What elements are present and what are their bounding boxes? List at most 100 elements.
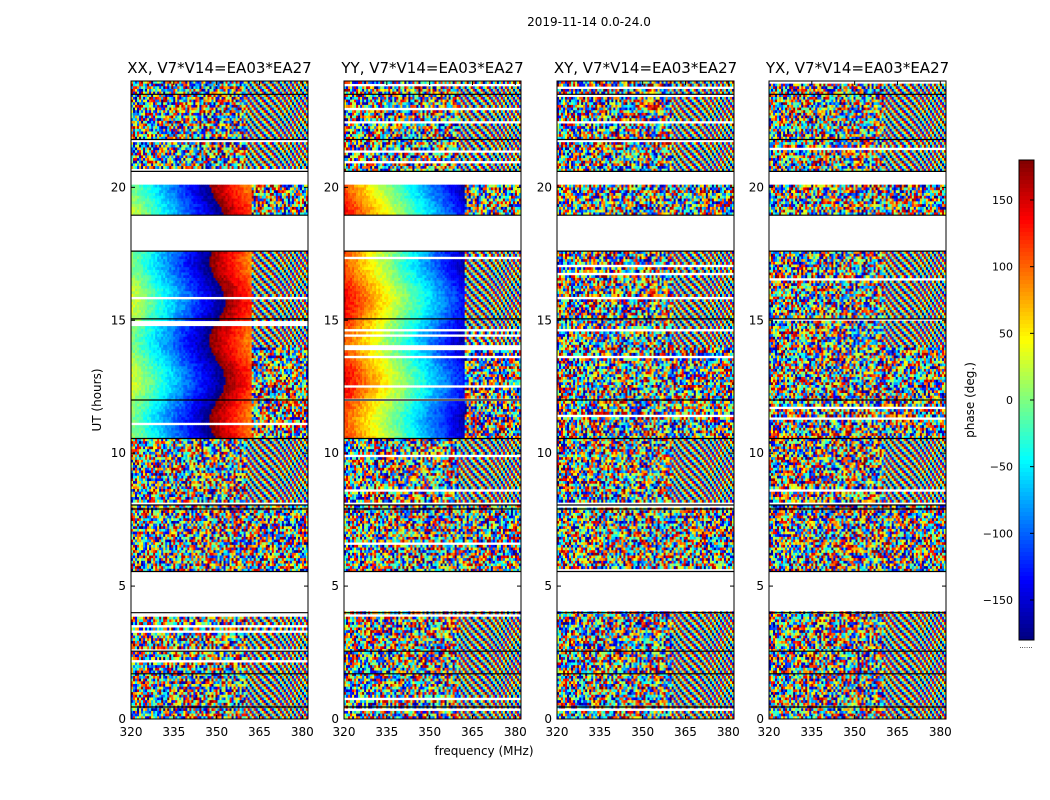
colorbar-step (1019, 208, 1034, 212)
panel-4-xtick-label: 365 (886, 725, 909, 739)
colorbar-step (1019, 308, 1034, 312)
colorbar-step (1019, 384, 1034, 388)
colorbar-tick-label: 150 (992, 194, 1013, 207)
colorbar-step (1019, 540, 1034, 544)
colorbar-step (1019, 452, 1034, 456)
panel-4-xtick-label: 350 (843, 725, 866, 739)
colorbar-step (1019, 480, 1034, 484)
colorbar-step (1019, 572, 1034, 576)
colorbar-step (1019, 404, 1034, 408)
panel-4-segment-3 (769, 439, 946, 503)
colorbar-step (1019, 244, 1034, 248)
panel-4-segment-5 (769, 185, 946, 216)
panel-2-xtick-label: 320 (333, 725, 356, 739)
colorbar-step (1019, 192, 1034, 196)
panel-3-segment-4 (557, 251, 734, 439)
colorbar-step (1019, 376, 1034, 380)
colorbar-tick-label: 0 (1006, 394, 1013, 407)
colorbar-step (1019, 268, 1034, 272)
panel-1-title: XX, V7*V14=EA03*EA27 (127, 59, 311, 77)
colorbar-step (1019, 412, 1034, 416)
colorbar-step (1019, 188, 1034, 192)
colorbar-step (1019, 316, 1034, 320)
colorbar-step (1019, 500, 1034, 504)
colorbar-footnote: ...... (1019, 642, 1032, 650)
colorbar-step (1019, 560, 1034, 564)
colorbar-step (1019, 544, 1034, 548)
panel-3-title: XY, V7*V14=EA03*EA27 (554, 59, 737, 77)
colorbar-step (1019, 608, 1034, 612)
panel-1-xtick-label: 335 (162, 725, 185, 739)
panel-4-ytick-label: 5 (756, 579, 764, 593)
panel-2-ytick-label: 20 (324, 180, 339, 194)
colorbar-step (1019, 456, 1034, 460)
colorbar-step (1019, 296, 1034, 300)
colorbar-step (1019, 372, 1034, 376)
panel-1-segment-5 (131, 185, 308, 216)
colorbar-step (1019, 312, 1034, 316)
panel-1-xtick-label: 380 (291, 725, 314, 739)
panel-2-xtick-label: 365 (461, 725, 484, 739)
panel-4-title: YX, V7*V14=EA03*EA27 (765, 59, 949, 77)
panel-3-xtick-label: 350 (631, 725, 654, 739)
colorbar-step (1019, 484, 1034, 488)
panel-2-ytick-label: 10 (324, 446, 339, 460)
panel-2-ytick-label: 5 (331, 579, 339, 593)
colorbar-step (1019, 364, 1034, 368)
colorbar-tick-label: 100 (992, 261, 1013, 274)
colorbar-step (1019, 216, 1034, 220)
panel-3-segment-5 (557, 185, 734, 216)
panel-2-xtick-label: 335 (375, 725, 398, 739)
colorbar-step (1019, 340, 1034, 344)
panel-4-xtick-label: 380 (929, 725, 952, 739)
colorbar-step (1019, 492, 1034, 496)
colorbar-step (1019, 288, 1034, 292)
panel-4-cells (769, 84, 946, 720)
panel-3-ytick-label: 10 (537, 446, 552, 460)
panel-1-ytick-label: 5 (118, 579, 126, 593)
colorbar-step (1019, 432, 1034, 436)
colorbar-step (1019, 512, 1034, 516)
panel-1-segment-4 (131, 251, 308, 439)
panel-3-ytick-label: 20 (537, 180, 552, 194)
colorbar-step (1019, 516, 1034, 520)
panel-1-xtick-label: 320 (120, 725, 143, 739)
colorbar-step (1019, 468, 1034, 472)
panel-4-segment-4 (769, 251, 946, 439)
colorbar-step (1019, 576, 1034, 580)
panel-3-xtick-label: 380 (717, 725, 740, 739)
colorbar-step (1019, 604, 1034, 608)
colorbar-step (1019, 564, 1034, 568)
panel-2-xtick-label: 380 (504, 725, 527, 739)
colorbar-step (1019, 360, 1034, 364)
colorbar-tick-label: −50 (990, 461, 1013, 474)
colorbar-step (1019, 204, 1034, 208)
panel-4-segment-1 (769, 611, 946, 719)
figure: 2019-11-14 0.0-24.0 XX, V7*V14=EA03*EA27… (0, 0, 1050, 800)
colorbar-step (1019, 568, 1034, 572)
colorbar-step (1019, 184, 1034, 188)
panel-1-segment-2 (131, 505, 308, 572)
colorbar-step (1019, 580, 1034, 584)
panel-4-ytick-label: 10 (749, 446, 764, 460)
panel-3-xtick-label: 320 (546, 725, 569, 739)
colorbar-step (1019, 612, 1034, 616)
colorbar-step (1019, 528, 1034, 532)
colorbar-step (1019, 300, 1034, 304)
panel-2-segment-2 (344, 505, 521, 572)
colorbar-step (1019, 292, 1034, 296)
panel-2-ytick-label: 15 (324, 313, 339, 327)
panel-4-ytick-label: 15 (749, 313, 764, 327)
colorbar-tick-label: −150 (983, 594, 1013, 607)
colorbar-step (1019, 356, 1034, 360)
colorbar-step (1019, 172, 1034, 176)
colorbar-step (1019, 448, 1034, 452)
colorbar-step (1019, 276, 1034, 280)
colorbar-step (1019, 420, 1034, 424)
panel-3-segment-2 (557, 508, 734, 569)
panel-1-ytick-label: 0 (118, 712, 126, 726)
